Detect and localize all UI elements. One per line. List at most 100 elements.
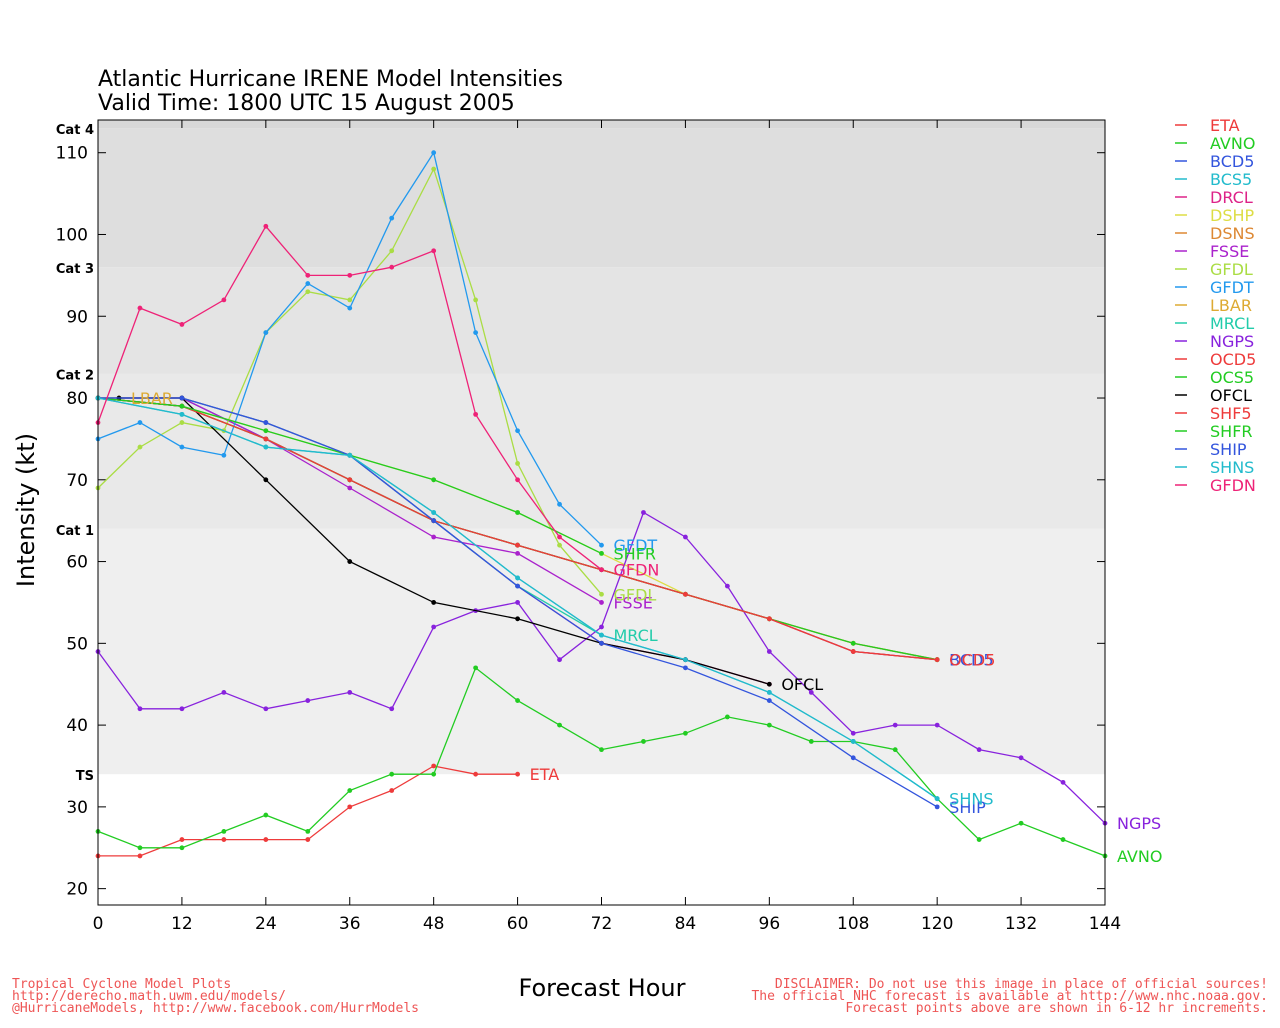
data-point xyxy=(431,248,437,254)
data-point xyxy=(557,501,562,507)
series-end-label: FSSE xyxy=(614,593,653,612)
data-point xyxy=(724,714,730,720)
y-tick-label: 50 xyxy=(66,634,88,654)
y-tick-label: 110 xyxy=(56,144,88,164)
data-point xyxy=(389,788,395,793)
data-point xyxy=(766,649,772,654)
series-end-label: BCD5 xyxy=(949,651,993,670)
data-point xyxy=(976,747,982,753)
data-point xyxy=(389,771,395,777)
data-point xyxy=(347,272,353,278)
x-tick-label: 24 xyxy=(255,914,277,934)
data-point xyxy=(641,739,646,744)
category-label: Cat 1 xyxy=(56,524,94,539)
legend-label: LBAR xyxy=(1210,296,1252,315)
x-tick-label: 96 xyxy=(759,914,781,934)
data-point xyxy=(683,665,688,671)
data-point xyxy=(934,657,940,663)
legend-label: ETA xyxy=(1210,116,1240,135)
x-tick-label: 72 xyxy=(591,914,613,934)
x-tick-label: 84 xyxy=(675,914,697,934)
legend-label: DSNS xyxy=(1210,224,1255,243)
data-point xyxy=(599,567,604,573)
data-point xyxy=(766,698,772,703)
data-point xyxy=(473,665,479,671)
x-axis-title: Forecast Hour xyxy=(519,974,686,1002)
data-point xyxy=(431,771,437,777)
data-point xyxy=(1018,820,1024,826)
data-point xyxy=(431,600,437,605)
legend-label: SHF5 xyxy=(1210,404,1252,423)
footer-right-line3: Forecast points above are shown in 6-12 … xyxy=(845,1001,1268,1016)
data-point xyxy=(137,444,143,450)
data-point xyxy=(515,510,520,515)
data-point xyxy=(179,411,185,417)
category-label: Cat 4 xyxy=(56,123,94,138)
category-label: Cat 2 xyxy=(56,368,94,383)
data-point xyxy=(263,477,269,483)
series-gfdl xyxy=(95,166,604,597)
series-eta xyxy=(95,763,520,859)
data-point xyxy=(515,575,520,581)
data-point xyxy=(1018,755,1024,761)
data-point xyxy=(431,624,437,630)
data-point xyxy=(347,477,353,483)
data-point xyxy=(221,829,227,834)
series-end-label: OCD5 xyxy=(949,651,995,670)
series-end-label: NGPS xyxy=(1117,814,1161,833)
data-point xyxy=(766,722,772,728)
x-tick-label: 108 xyxy=(837,914,869,934)
series-gfdt xyxy=(95,150,604,548)
data-point xyxy=(808,689,814,695)
data-point xyxy=(473,330,479,336)
legend-label: GFDT xyxy=(1210,278,1254,297)
data-point xyxy=(263,420,269,425)
y-tick-label: 20 xyxy=(66,880,88,900)
band-cat-1 xyxy=(98,373,1105,529)
data-point xyxy=(305,837,311,842)
data-point xyxy=(263,837,269,842)
data-point xyxy=(431,518,437,524)
data-point xyxy=(179,845,185,851)
data-point xyxy=(850,739,856,744)
data-point xyxy=(305,289,311,295)
category-label: TS xyxy=(76,769,94,784)
data-point xyxy=(766,689,772,695)
legend-label: OCD5 xyxy=(1210,350,1256,369)
data-point xyxy=(179,420,185,425)
data-point xyxy=(515,542,520,548)
x-tick-label: 60 xyxy=(507,914,529,934)
data-point xyxy=(1060,779,1066,785)
y-tick-label: 60 xyxy=(66,553,88,573)
legend-label: GFDN xyxy=(1210,476,1256,495)
data-point xyxy=(389,215,395,221)
category-bands: TS Cat 1 Cat 2 Cat 3 Cat 4 xyxy=(56,120,1105,784)
data-point xyxy=(557,722,562,728)
footer: Tropical Cyclone Model Plots http://dere… xyxy=(12,977,1268,1016)
y-tick-label: 80 xyxy=(66,389,88,409)
footer-right-line2: The official NHC forecast is available a… xyxy=(751,989,1268,1004)
legend-label: BCD5 xyxy=(1210,152,1254,171)
data-point xyxy=(892,722,898,728)
legend-label: GFDL xyxy=(1210,260,1253,279)
axes: 0 12 24 36 48 60 72 84 96 108 120 132 144 20 30 40 50 60 7… xyxy=(56,120,1121,934)
legend-label: AVNO xyxy=(1210,134,1255,153)
data-point xyxy=(347,485,353,491)
data-point xyxy=(515,428,520,434)
y-axis-title: Intensity (kt) xyxy=(12,433,40,587)
legend-label: BCS5 xyxy=(1210,170,1252,189)
data-point xyxy=(683,534,688,540)
data-point xyxy=(347,297,353,303)
data-point xyxy=(137,853,143,859)
data-point xyxy=(389,706,395,712)
data-point xyxy=(389,248,395,254)
data-point xyxy=(515,698,520,703)
data-point xyxy=(515,616,520,622)
data-point xyxy=(892,747,898,753)
series-end-label: SHIP xyxy=(949,798,986,817)
data-point xyxy=(305,698,311,703)
legend-label: SHNS xyxy=(1210,458,1254,477)
legend-label: SHFR xyxy=(1210,422,1253,441)
data-point xyxy=(263,706,269,712)
